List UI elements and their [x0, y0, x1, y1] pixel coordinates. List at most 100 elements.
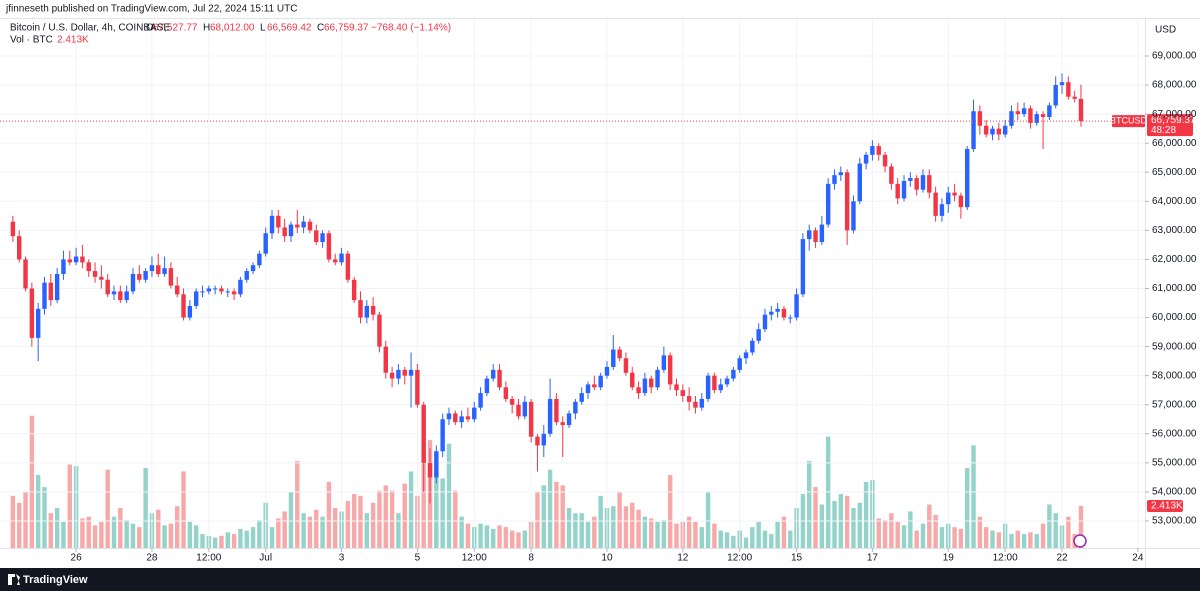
candle-body	[554, 398, 559, 423]
volume-bar	[446, 443, 452, 548]
volume-bar	[478, 523, 483, 548]
candle-body	[1047, 105, 1052, 118]
candle-body	[396, 369, 401, 379]
candle-body	[421, 404, 426, 463]
volume-bar	[516, 532, 521, 548]
volume-bar	[724, 532, 730, 548]
candle-body	[472, 407, 477, 420]
volume-bar	[775, 521, 780, 548]
volume-bar	[920, 523, 926, 548]
candle-body	[775, 308, 780, 312]
volume-bar	[731, 535, 736, 548]
candle-body	[630, 372, 635, 388]
candle-body	[307, 221, 313, 231]
candle-body	[212, 288, 218, 290]
volume-bar	[130, 523, 136, 548]
ohlc-value: 68,012.00	[210, 23, 255, 34]
volume-bar	[560, 485, 565, 548]
candle-body	[509, 398, 515, 405]
candle-body	[686, 396, 692, 402]
candle-body	[611, 349, 616, 367]
symbol-box	[1112, 115, 1145, 128]
volume-bar	[42, 487, 47, 548]
volume-bar	[554, 481, 559, 548]
candle-body	[876, 146, 881, 155]
volume-bar	[162, 525, 167, 548]
volume-bar	[193, 525, 199, 548]
candle-body	[130, 273, 136, 292]
volume-bar	[187, 521, 193, 548]
volume-bar	[642, 516, 648, 548]
x-tick-label: 12:00	[727, 553, 752, 564]
candle-body	[781, 308, 787, 318]
candle-body	[649, 378, 654, 388]
candle-body	[977, 111, 983, 126]
candle-body	[863, 154, 869, 164]
footer	[0, 568, 1200, 591]
candle-body	[1072, 96, 1077, 99]
candle-body	[250, 265, 256, 272]
volume-bar	[269, 527, 275, 548]
candle-body	[535, 436, 540, 446]
volume-bar	[453, 490, 458, 548]
candle-body	[813, 230, 818, 242]
candle-body	[547, 398, 553, 434]
candle-body	[819, 224, 825, 242]
candle-body	[769, 311, 774, 315]
candle-body	[851, 201, 856, 231]
volume-bar	[1066, 516, 1071, 548]
candle-body	[99, 276, 104, 280]
candle-body	[181, 294, 186, 318]
candle-body	[35, 308, 41, 338]
publisher: jfinneseth published on TradingView.com,…	[5, 4, 297, 15]
candle-body	[965, 149, 970, 208]
candle-body	[1028, 108, 1033, 123]
volume-bar	[503, 527, 509, 548]
candle-body	[29, 288, 35, 338]
candle-body	[566, 413, 572, 426]
x-tick-label: 24	[1132, 553, 1144, 564]
candle-body	[844, 172, 850, 231]
candle-body	[996, 128, 1002, 135]
volume-bar	[592, 516, 597, 548]
x-tick-label: 17	[867, 553, 879, 564]
volume-bar	[29, 415, 35, 548]
volume-bar	[295, 461, 300, 548]
y-tick-label: 61,000.00	[1152, 283, 1197, 294]
candle-body	[617, 349, 622, 359]
candle-body	[800, 239, 806, 295]
candle-body	[276, 215, 281, 228]
volume-bar	[231, 534, 237, 548]
candle-body	[788, 317, 793, 319]
volume-bar	[895, 521, 900, 548]
volume-bar	[990, 530, 995, 548]
volume-bar	[1009, 534, 1014, 548]
volume-bar	[705, 492, 711, 548]
volume-bar	[819, 504, 825, 548]
candle-body	[1034, 114, 1039, 123]
candle-body	[838, 172, 844, 176]
volume-bar	[200, 534, 205, 548]
candle-body	[939, 204, 945, 216]
candle-body	[1053, 85, 1058, 106]
candle-body	[1078, 98, 1084, 122]
volume-bar	[459, 516, 464, 548]
candle-body	[80, 256, 85, 263]
volume-bar	[54, 507, 60, 548]
candle-body	[149, 265, 155, 272]
candle-body	[86, 262, 91, 272]
symbol-label: BTCUSD	[1110, 115, 1148, 125]
volume-bar	[314, 509, 319, 548]
volume-bar	[326, 481, 332, 548]
volume-bar	[509, 530, 515, 548]
volume-bar	[61, 521, 66, 548]
y-tick-label: 59,000.00	[1152, 341, 1197, 352]
volume-bar	[364, 513, 370, 548]
volume-bar	[250, 527, 256, 548]
candle-body	[333, 259, 338, 263]
candle-body	[370, 305, 376, 315]
candle-body	[427, 462, 433, 478]
volume-bar	[175, 506, 180, 548]
volume-bar	[408, 471, 414, 548]
candle-body	[351, 279, 357, 301]
